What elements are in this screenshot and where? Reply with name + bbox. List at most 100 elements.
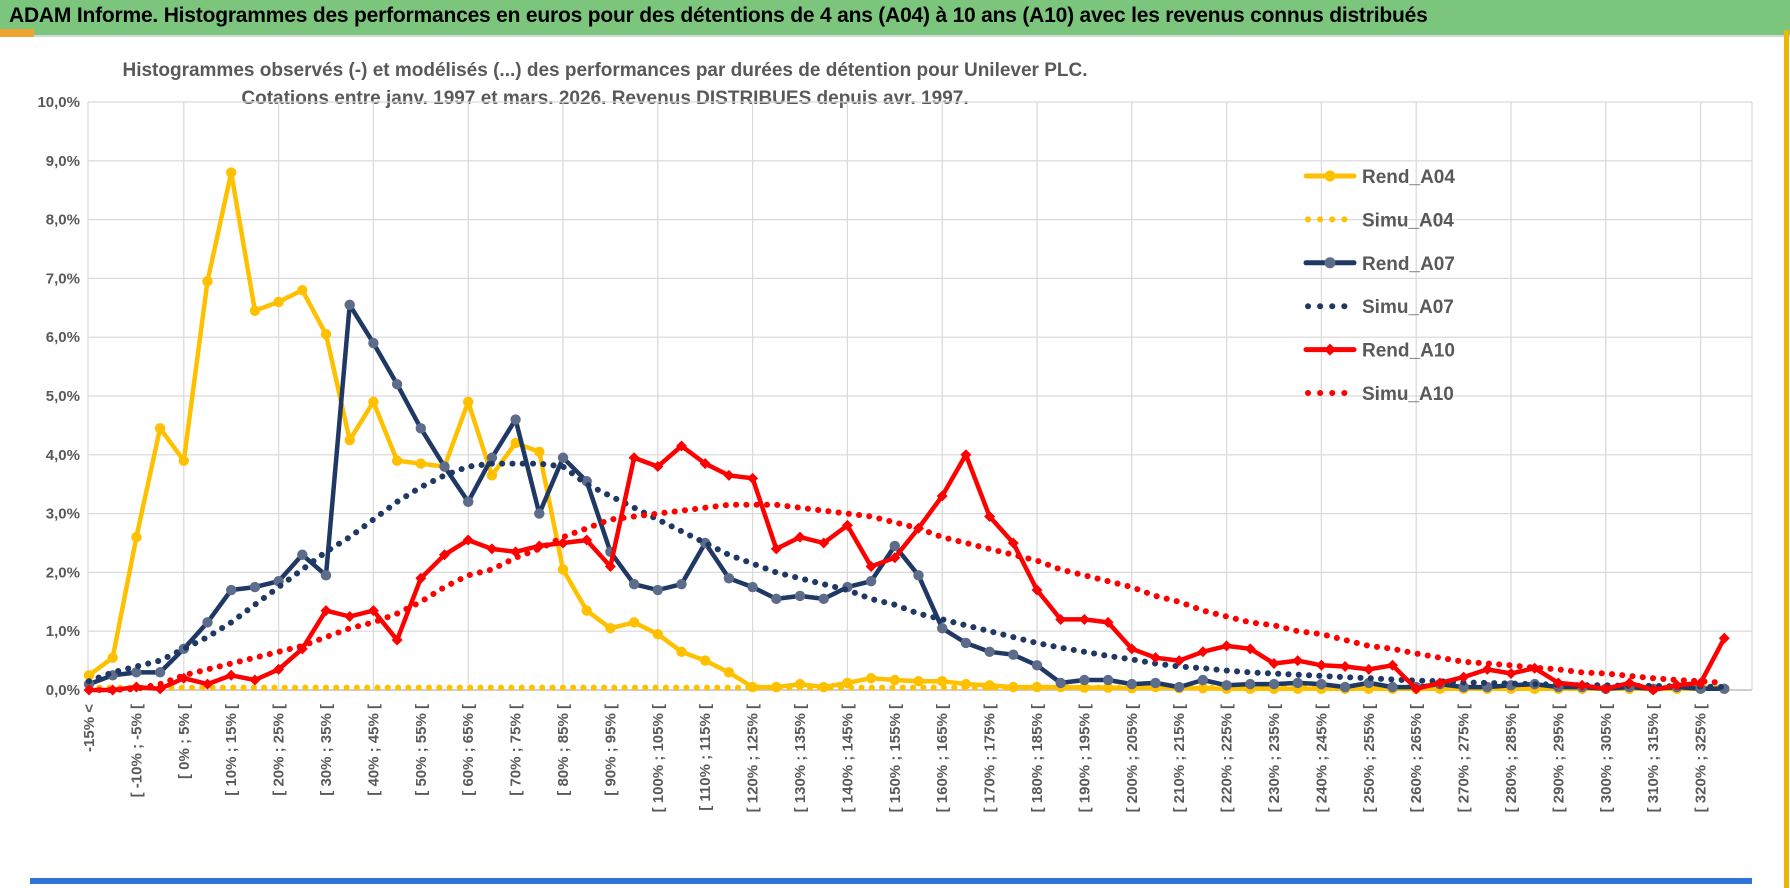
x-tick-label: [ 310% ; 315% [ bbox=[1645, 704, 1662, 812]
data-point-marker bbox=[1600, 683, 1612, 695]
data-point-marker bbox=[154, 683, 166, 695]
chart-title-line1: Histogrammes observés (-) et modélisés (… bbox=[122, 60, 1088, 81]
data-point-marker bbox=[984, 511, 996, 523]
data-point-marker bbox=[107, 652, 118, 663]
data-point-marker bbox=[202, 678, 213, 690]
data-point-marker bbox=[1552, 677, 1564, 689]
data-point-marker bbox=[628, 617, 640, 628]
data-point-marker bbox=[463, 396, 474, 408]
data-point-marker bbox=[937, 623, 948, 634]
data-point-marker bbox=[1292, 677, 1303, 689]
data-point-marker bbox=[1126, 643, 1138, 655]
data-point-marker bbox=[960, 637, 972, 649]
data-point-marker bbox=[486, 452, 498, 463]
data-point-marker bbox=[154, 423, 166, 434]
data-point-marker bbox=[297, 549, 308, 560]
data-point-marker bbox=[1268, 678, 1280, 690]
data-point-marker bbox=[1458, 681, 1469, 693]
data-point-marker bbox=[818, 537, 830, 549]
x-tick-label: [ 140% ; 145% [ bbox=[839, 704, 856, 812]
data-point-marker bbox=[1173, 655, 1185, 667]
x-tick-label: [ 200% ; 205% [ bbox=[1124, 704, 1141, 812]
data-point-marker bbox=[131, 531, 142, 543]
data-point-marker bbox=[747, 581, 758, 593]
legend-item-Rend_A07[interactable]: Rend_A07 bbox=[1303, 254, 1455, 275]
legend-item-Simu_A07[interactable]: Simu_A07 bbox=[1305, 297, 1454, 318]
series-Simu_A10 bbox=[86, 501, 1728, 693]
data-point-marker bbox=[368, 337, 379, 349]
legend-item-Simu_A04[interactable]: Simu_A04 bbox=[1305, 210, 1454, 231]
legend-item-Rend_A04[interactable]: Rend_A04 bbox=[1303, 167, 1455, 188]
x-tick-label: [ 280% ; 285% [ bbox=[1503, 704, 1520, 812]
data-point-marker bbox=[1339, 660, 1351, 672]
performance-histogram-chart[interactable]: 10,0% 9,0% 8,0% 7,0% 6,0% 5,0% 4,0% 3,0% 2,0% 1,0… bbox=[0, 37, 1790, 888]
data-point-marker bbox=[131, 667, 142, 678]
data-point-marker bbox=[1315, 659, 1327, 671]
data-point-marker bbox=[1244, 643, 1256, 655]
data-point-marker bbox=[1363, 663, 1375, 675]
data-point-marker bbox=[652, 584, 663, 596]
x-axis-labels: -15% < [ -10% ; -5% [ [ 0% ; 5% [ [ 10% ; 1… bbox=[81, 704, 1710, 813]
x-tick-label: [ 30% ; 35% [ bbox=[318, 704, 335, 796]
data-point-marker bbox=[841, 519, 853, 531]
x-tick-label: [ 70% ; 75% [ bbox=[508, 704, 525, 796]
x-tick-label: [ 170% ; 175% [ bbox=[982, 704, 999, 812]
x-tick-label: [ 150% ; 155% [ bbox=[887, 704, 904, 812]
x-tick-label: -15% < bbox=[81, 704, 98, 752]
data-point-marker bbox=[913, 570, 924, 581]
x-tick-label: [ 320% ; 325% [ bbox=[1693, 704, 1710, 812]
data-point-marker bbox=[557, 564, 569, 575]
data-point-marker bbox=[462, 534, 474, 546]
x-tick-label: [ -10% ; -5% [ bbox=[128, 704, 145, 797]
legend-item-Rend_A10[interactable]: Rend_A10 bbox=[1303, 341, 1455, 362]
legend-item-Simu_A10[interactable]: Simu_A10 bbox=[1305, 384, 1454, 405]
data-point-marker bbox=[273, 663, 285, 675]
data-point-marker bbox=[1647, 684, 1659, 696]
data-point-marker bbox=[1718, 632, 1730, 644]
data-point-marker bbox=[1481, 663, 1493, 675]
legend-marker bbox=[1324, 343, 1336, 356]
data-point-marker bbox=[794, 531, 806, 543]
data-point-marker bbox=[1102, 674, 1114, 686]
x-tick-label: [ 160% ; 165% [ bbox=[934, 704, 951, 812]
data-point-marker bbox=[391, 634, 403, 646]
legend-label: Rend_A04 bbox=[1362, 167, 1455, 188]
legend-label: Rend_A10 bbox=[1362, 341, 1455, 362]
data-point-marker bbox=[154, 667, 166, 678]
data-point-marker bbox=[1007, 537, 1019, 549]
x-tick-label: [ 10% ; 15% [ bbox=[223, 704, 240, 796]
data-point-marker bbox=[415, 572, 427, 584]
data-point-marker bbox=[202, 617, 213, 628]
x-tick-label: [ 0% ; 5% [ bbox=[176, 704, 193, 779]
data-point-marker bbox=[794, 590, 806, 602]
data-point-marker bbox=[889, 552, 901, 564]
y-tick-label: 4,0% bbox=[46, 447, 80, 464]
data-point-marker bbox=[628, 578, 640, 590]
x-tick-label: [ 50% ; 55% [ bbox=[413, 704, 430, 796]
data-point-marker bbox=[463, 496, 474, 508]
x-tick-label: [ 250% ; 255% [ bbox=[1361, 704, 1378, 812]
data-point-marker bbox=[889, 540, 900, 552]
data-point-marker bbox=[1387, 681, 1398, 693]
x-tick-label: [ 290% ; 295% [ bbox=[1550, 704, 1567, 812]
data-point-marker bbox=[1031, 584, 1043, 596]
x-tick-label: [ 210% ; 215% [ bbox=[1171, 704, 1188, 812]
data-point-marker bbox=[249, 305, 261, 316]
data-point-marker bbox=[1434, 677, 1446, 689]
x-tick-label: [ 60% ; 65% [ bbox=[460, 704, 477, 796]
x-tick-label: [ 230% ; 235% [ bbox=[1266, 704, 1283, 812]
data-point-marker bbox=[439, 549, 450, 561]
grid bbox=[87, 101, 1753, 691]
legend-label: Simu_A04 bbox=[1362, 210, 1454, 231]
legend-marker bbox=[1324, 170, 1336, 182]
data-point-marker bbox=[1410, 683, 1422, 695]
data-point-marker bbox=[960, 449, 972, 461]
data-point-marker bbox=[320, 570, 332, 581]
data-point-marker bbox=[723, 667, 735, 678]
data-point-marker bbox=[1316, 678, 1327, 690]
x-tick-label: [ 190% ; 195% [ bbox=[1076, 704, 1093, 812]
data-point-marker bbox=[1079, 674, 1090, 686]
data-point-marker bbox=[889, 674, 900, 686]
data-point-marker bbox=[391, 455, 403, 466]
data-point-marker bbox=[652, 628, 663, 640]
